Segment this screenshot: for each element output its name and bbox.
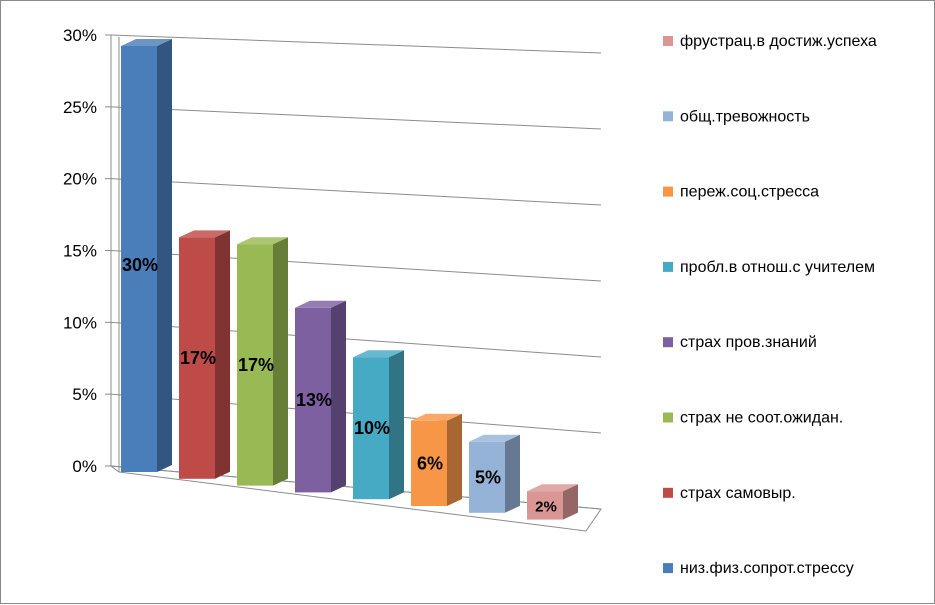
y-axis-ticks: 0% 5% 10% 15% 20% 25% 30% (63, 26, 97, 476)
y-tick-label: 25% (63, 98, 97, 117)
data-label: 30% (122, 255, 158, 275)
bar (353, 350, 404, 500)
data-label: 17% (180, 348, 216, 368)
bar-side (563, 484, 578, 520)
y-tick-label: 10% (63, 313, 97, 332)
bars (121, 39, 578, 520)
bar-side (215, 230, 230, 479)
data-label: 6% (417, 453, 443, 473)
bar-front (179, 237, 215, 479)
bar (295, 300, 346, 493)
bar-top (237, 237, 288, 245)
gridline (110, 178, 602, 206)
bar-side (447, 413, 462, 506)
data-label: 13% (296, 390, 332, 410)
bar-front (469, 441, 505, 513)
legend-item: переж.соц.стресса (663, 184, 819, 201)
legend-item: пробл.в отнош.с учителем (663, 259, 875, 276)
legend-item: страх пров.знаний (663, 334, 817, 351)
legend-swatch (663, 412, 673, 423)
legend-swatch (663, 337, 673, 348)
bar (469, 434, 520, 513)
data-label: 17% (238, 355, 274, 375)
bar-top (121, 39, 172, 46)
bar (411, 413, 462, 506)
legend-item: страх не соот.ожидан. (663, 410, 843, 427)
legend-label: фрустрац.в достиж.успеха (680, 33, 877, 50)
bar-front (411, 420, 447, 506)
y-tick-label: 30% (63, 26, 97, 45)
bar-front (295, 307, 331, 493)
legend-label: страх самовыр. (680, 485, 796, 502)
legend-swatch (663, 487, 673, 498)
legend-swatch (663, 261, 673, 272)
y-tick-label: 20% (63, 170, 97, 189)
legend-label: пробл.в отнош.с учителем (680, 259, 875, 276)
legend-item: низ.физ.сопрот.стрессу (663, 560, 854, 577)
bar (179, 230, 230, 479)
legend-item: фрустрац.в достиж.успеха (663, 33, 877, 50)
legend-item: страх самовыр. (663, 485, 796, 502)
bar (527, 484, 578, 520)
data-label: 5% (475, 467, 501, 487)
bar-top (411, 413, 462, 421)
legend: низ.физ.сопрот.стрессу страх самовыр. стра… (663, 33, 877, 577)
bar-side (389, 350, 404, 500)
bar (121, 39, 172, 472)
y-tick-label: 0% (72, 457, 97, 476)
y-tick-label: 15% (63, 242, 97, 261)
bar-side (505, 434, 520, 513)
legend-label: общ.тревожность (680, 108, 810, 125)
legend-label: низ.физ.сопрот.стрессу (680, 560, 854, 577)
legend-swatch (663, 111, 673, 122)
bar-side (157, 39, 172, 472)
data-labels: 30% 17% 17% 13% 10% 6% 5% 2% (122, 255, 557, 515)
legend-label: переж.соц.стресса (680, 184, 819, 201)
legend-label: страх пров.знаний (680, 334, 817, 351)
bar-top (469, 434, 520, 442)
legend-swatch (663, 186, 673, 197)
legend-label: страх не соот.ожидан. (680, 410, 843, 427)
bar-front (353, 357, 389, 500)
bar (237, 237, 288, 486)
bar-top (353, 350, 404, 358)
bar-front (121, 46, 157, 472)
legend-swatch (663, 36, 673, 46)
bar-front (527, 491, 563, 520)
bar-top (179, 230, 230, 238)
gridline (110, 106, 602, 130)
bar-top (295, 300, 346, 308)
gridline (110, 34, 602, 54)
bar-side (273, 237, 288, 486)
y-tick-label: 5% (72, 385, 97, 404)
bar-side (331, 300, 346, 493)
data-label: 10% (354, 418, 390, 438)
bar-top (527, 484, 578, 492)
bar-front (237, 244, 273, 486)
data-label: 2% (535, 498, 557, 515)
legend-swatch (663, 563, 673, 574)
legend-item: общ.тревожность (663, 108, 810, 125)
